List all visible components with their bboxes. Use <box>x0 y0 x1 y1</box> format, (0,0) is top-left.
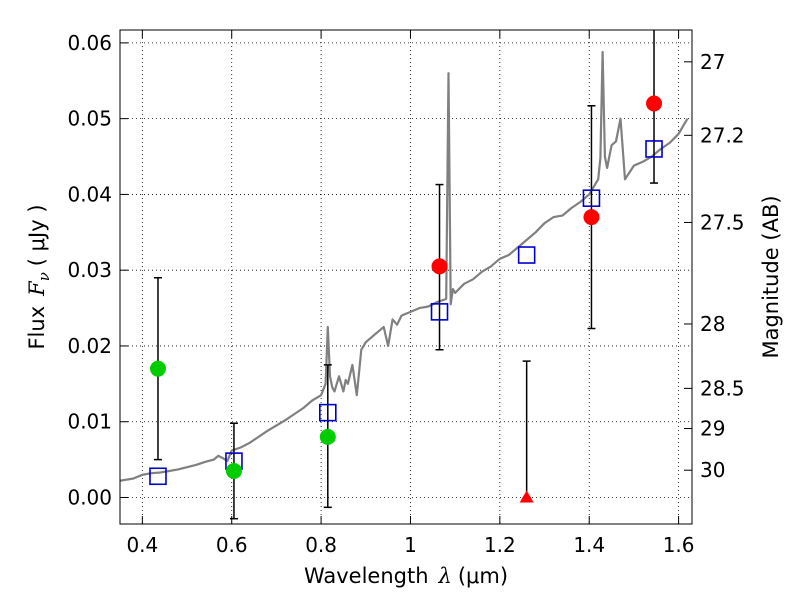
x-tick-label: 1.2 <box>484 533 516 557</box>
upper-limit-triangle <box>519 490 534 503</box>
y2-tick-label: 27.2 <box>700 123 745 147</box>
x-tick-label: 1.6 <box>663 533 695 557</box>
model-square-point <box>318 403 337 422</box>
x-axis-label: Wavelength λ (μm) <box>304 564 508 588</box>
y2-tick-label: 28 <box>700 312 725 336</box>
x-tick-label: 0.6 <box>216 533 248 557</box>
grid <box>120 30 692 524</box>
observed-green-point <box>225 462 242 479</box>
observed-red-point <box>646 95 663 112</box>
axes: 0.4 0.6 0.8 1 1.2 1.4 1.6 0.00 0.01 0.02 0.03 0.04 0… <box>67 30 745 557</box>
observed-green-point <box>319 428 336 445</box>
model-square-point <box>582 189 601 208</box>
spectrum-layer <box>120 50 689 482</box>
y-tick-label: 0.01 <box>67 410 112 434</box>
y-tick-label: 0.03 <box>67 258 112 282</box>
y2-tick-label: 30 <box>700 458 725 482</box>
observed-red-point <box>583 209 600 226</box>
x-tick-label: 0.8 <box>305 533 337 557</box>
model-square-point <box>430 303 449 321</box>
y-tick-label: 0.06 <box>67 31 112 55</box>
y2-axis-label: Magnitude (AB) <box>759 195 783 358</box>
model-square-point <box>645 140 663 158</box>
model-square-point <box>517 246 536 264</box>
plot-frame <box>119 29 693 525</box>
y-tick-label: 0.04 <box>67 182 112 206</box>
model-square-point <box>149 467 167 486</box>
plot-area <box>120 30 689 520</box>
x-tick-label: 1.4 <box>573 533 605 557</box>
marker-layer <box>149 95 663 503</box>
x-tick-label: 0.4 <box>126 533 158 557</box>
y2-tick-label: 27 <box>700 50 725 74</box>
y2-tick-label: 27.5 <box>700 210 745 234</box>
observed-green-point <box>149 360 166 377</box>
y-tick-label: 0.00 <box>67 485 112 509</box>
y-tick-label: 0.05 <box>67 107 112 131</box>
y2-tick-label: 28.5 <box>700 376 745 400</box>
y-tick-label: 0.02 <box>67 334 112 358</box>
y-axis-label: FluxFν( μJy ) <box>25 204 53 349</box>
observed-red-point <box>431 258 448 275</box>
y2-tick-label: 29 <box>700 417 725 441</box>
spectrum-line <box>120 50 689 482</box>
x-tick-label: 1 <box>404 533 417 557</box>
